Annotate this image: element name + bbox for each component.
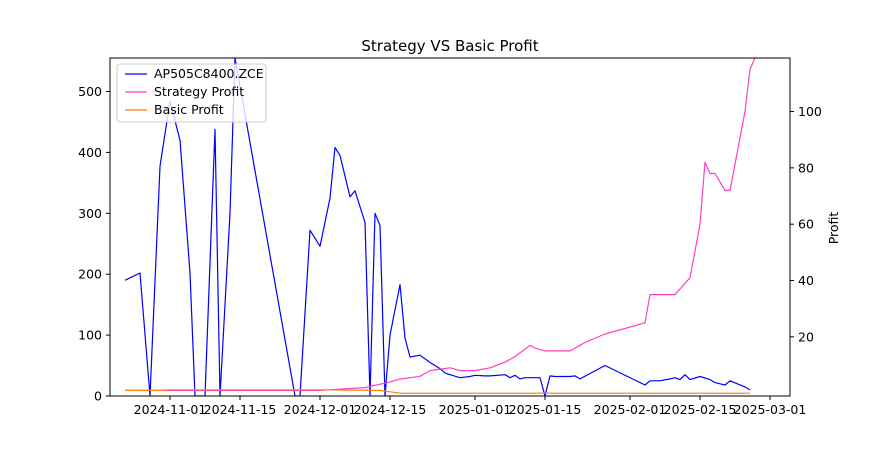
right-axis-title: Profit: [826, 212, 841, 245]
series-line-ap505c8400-zce: [124, 58, 751, 396]
y-left-tick-label: 200: [78, 267, 102, 282]
legend-label-strategy-profit: Strategy Profit: [154, 84, 244, 99]
x-tick-label: 2024-12-01: [284, 402, 357, 417]
series-layer: [124, 58, 756, 396]
legend-box: [116, 63, 267, 123]
y-right-tick-label: 60: [798, 217, 814, 232]
y-left-tick-label: 100: [78, 328, 102, 343]
x-tick-label: 2025-03-01: [734, 402, 807, 417]
legend-label-basic-profit: Basic Profit: [154, 102, 224, 117]
y-right-tick-label: 40: [798, 273, 814, 288]
x-tick-label: 2025-02-15: [664, 402, 737, 417]
x-tick-label: 2024-11-15: [204, 402, 277, 417]
x-tick-label: 2024-12-15: [354, 402, 427, 417]
x-tick-label: 2024-11-01: [134, 402, 207, 417]
y-right-tick-label: 100: [798, 104, 822, 119]
legend-label-ap505c8400: AP505C8400.ZCE: [154, 66, 264, 81]
x-tick-label: 2025-01-15: [509, 402, 582, 417]
x-tick-label: 2025-01-01: [439, 402, 512, 417]
x-tick-label: 2025-02-01: [594, 402, 667, 417]
y-right-tick-label: 80: [798, 160, 814, 175]
y-left-tick-label: 500: [78, 84, 102, 99]
y-right-tick-label: 20: [798, 329, 814, 344]
series-line-strategy-profit: [125, 58, 756, 391]
y-left-tick-label: 300: [78, 206, 102, 221]
legend: AP505C8400.ZCE Strategy Profit Basic Pro…: [116, 63, 267, 123]
y-left-tick-label: 0: [94, 389, 102, 404]
y-left-tick-label: 400: [78, 145, 102, 160]
series-line-basic-profit: [125, 389, 750, 394]
plot-frame: [109, 57, 791, 397]
chart-title: Strategy VS Basic Profit: [361, 37, 538, 55]
